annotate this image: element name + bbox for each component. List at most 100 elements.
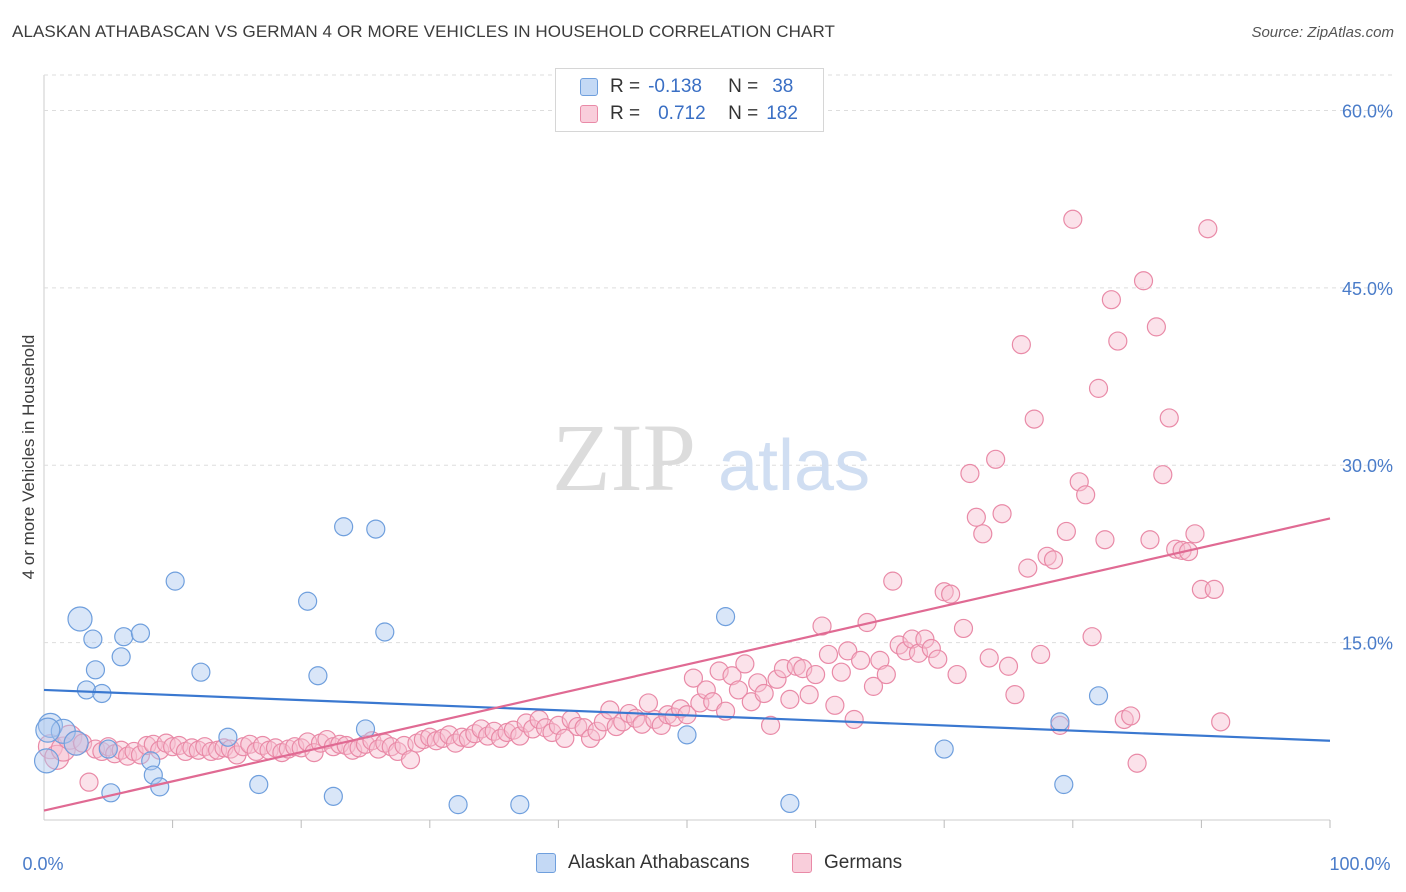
data-point: [141, 751, 161, 771]
data-point: [818, 644, 839, 665]
data-point: [1108, 331, 1128, 351]
data-point: [1127, 753, 1147, 773]
data-point: [1011, 335, 1031, 355]
data-point: [735, 654, 755, 674]
data-point: [986, 449, 1006, 469]
data-point: [760, 715, 781, 735]
data-point: [722, 666, 742, 686]
data-point: [555, 728, 575, 749]
data-point: [1146, 317, 1166, 337]
data-point: [754, 683, 774, 704]
data-point: [298, 591, 318, 611]
data-point: [1140, 530, 1160, 550]
germans-points: [37, 209, 1231, 792]
source-label: Source: ZipAtlas.com: [1251, 24, 1394, 41]
chart-title: ALASKAN ATHABASCAN VS GERMAN 4 OR MORE V…: [12, 22, 836, 41]
data-point: [400, 750, 421, 770]
data-point: [1121, 706, 1141, 726]
data-point: [831, 662, 851, 682]
data-point: [600, 700, 620, 720]
data-point: [851, 650, 871, 670]
data-point: [130, 623, 151, 643]
data-point: [510, 795, 530, 815]
data-point: [928, 649, 948, 669]
watermark-atlas: atlas: [718, 426, 870, 506]
legend-row-germans: R = 0.712 N = 182: [580, 102, 798, 126]
r-value: -0.138: [648, 76, 702, 97]
data-point: [780, 793, 800, 814]
data-point: [703, 692, 723, 712]
y-tick-labels: 15.0% 30.0% 45.0% 60.0%: [1342, 101, 1393, 653]
r-label: R =: [610, 103, 641, 124]
data-point: [748, 673, 768, 693]
data-point: [960, 463, 980, 484]
data-point: [780, 689, 800, 709]
data-point: [677, 725, 697, 745]
data-point: [1024, 409, 1044, 429]
pink-swatch-icon: [580, 105, 598, 123]
y-tick-label: 45.0%: [1342, 279, 1393, 299]
data-point: [83, 629, 103, 649]
data-point: [825, 695, 845, 715]
data-point: [1088, 686, 1109, 706]
data-point: [1082, 627, 1102, 647]
data-point: [1018, 558, 1038, 578]
data-point: [870, 650, 890, 670]
data-point: [632, 714, 652, 734]
data-point: [568, 716, 588, 737]
data-point: [1153, 465, 1173, 485]
legend-item-germans: Germans: [792, 852, 902, 874]
data-point: [98, 739, 118, 759]
data-point: [163, 737, 183, 757]
data-point: [587, 721, 607, 741]
data-point: [285, 737, 305, 757]
data-point: [799, 685, 819, 705]
y-tick-label: 15.0%: [1342, 634, 1393, 654]
x-tick-marks: [172, 820, 1331, 828]
x-tick-label-min: 0.0%: [22, 854, 63, 874]
data-point: [1031, 644, 1051, 665]
data-point: [334, 517, 354, 537]
data-point: [863, 676, 884, 696]
data-point: [130, 745, 151, 765]
data-point: [114, 627, 134, 647]
data-point: [915, 629, 935, 649]
data-point: [921, 638, 941, 659]
legend-label: Germans: [824, 852, 903, 873]
data-point: [709, 661, 729, 681]
germans-trend-line: [43, 517, 1331, 812]
data-point: [375, 622, 395, 642]
x-tick-label-max: 100.0%: [1329, 854, 1390, 874]
data-point: [876, 664, 896, 685]
data-point: [79, 772, 99, 792]
data-point: [249, 774, 269, 795]
stats-legend: R = -0.138 N = 38 R = 0.712 N = 182: [555, 68, 824, 132]
data-point: [767, 669, 787, 689]
data-point: [947, 664, 967, 685]
data-point: [150, 777, 170, 797]
data-point: [1063, 209, 1083, 229]
data-point: [638, 693, 659, 713]
alaskan-trend-line: [43, 688, 1331, 742]
n-label: N =: [728, 76, 759, 97]
data-point: [1043, 550, 1064, 570]
data-point: [979, 648, 999, 668]
data-point: [992, 504, 1012, 524]
data-point: [137, 735, 157, 756]
data-point: [111, 647, 131, 667]
data-point: [218, 727, 238, 747]
data-point: [1088, 378, 1109, 398]
data-point: [1005, 685, 1025, 705]
data-point: [908, 643, 929, 663]
trend-lines: [43, 517, 1331, 812]
data-point: [966, 507, 986, 527]
data-point: [998, 656, 1019, 676]
data-point: [1211, 712, 1231, 732]
y-tick-label: 30.0%: [1342, 456, 1393, 476]
watermark-zip: ZIP: [552, 404, 696, 511]
data-point: [934, 739, 954, 759]
data-point: [1159, 408, 1179, 428]
legend-item-alaskan: Alaskan Athabascans: [536, 852, 750, 874]
data-point: [953, 618, 974, 639]
